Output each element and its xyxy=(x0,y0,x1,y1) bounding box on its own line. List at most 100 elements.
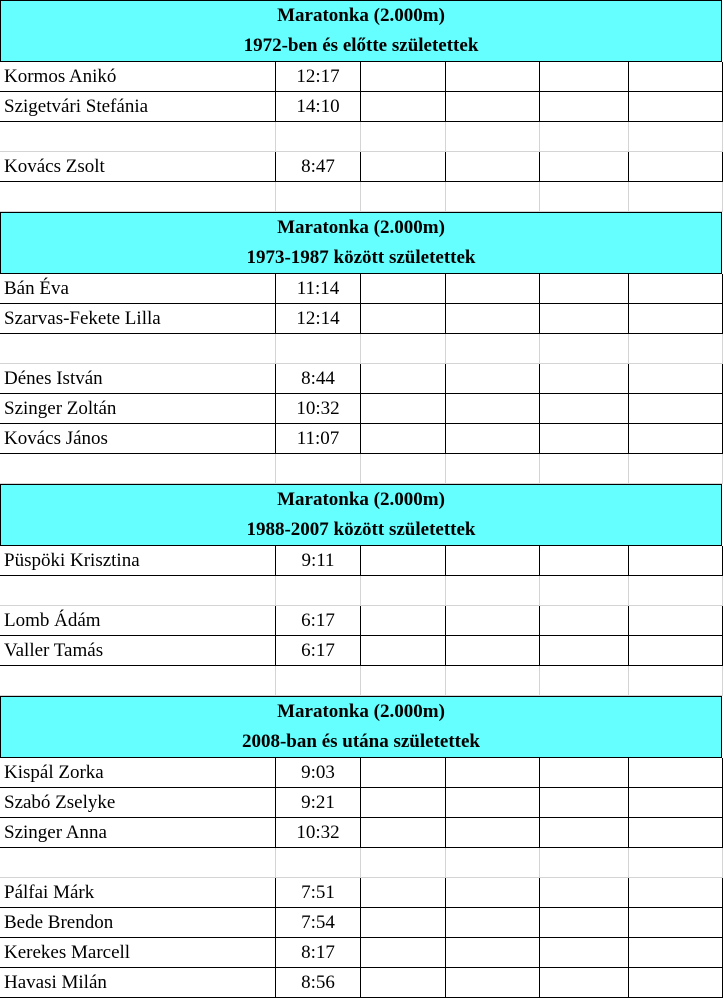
competitor-time[interactable]: 9:03 xyxy=(276,758,361,788)
empty-cell[interactable] xyxy=(361,92,446,122)
empty-cell[interactable] xyxy=(361,182,446,212)
empty-cell[interactable] xyxy=(361,62,446,92)
empty-cell[interactable] xyxy=(276,666,361,696)
empty-cell[interactable] xyxy=(361,152,446,182)
empty-cell[interactable] xyxy=(361,304,446,334)
empty-cell[interactable] xyxy=(361,454,446,484)
competitor-name[interactable]: Kovács Zsolt xyxy=(0,152,276,182)
empty-cell[interactable] xyxy=(446,424,540,454)
empty-cell[interactable] xyxy=(446,274,540,304)
empty-cell[interactable] xyxy=(446,334,540,364)
empty-cell[interactable] xyxy=(361,364,446,394)
competitor-name[interactable]: Lomb Ádám xyxy=(0,606,276,636)
competitor-time[interactable]: 10:32 xyxy=(276,818,361,848)
empty-cell[interactable] xyxy=(361,666,446,696)
competitor-time[interactable]: 11:14 xyxy=(276,274,361,304)
empty-cell[interactable] xyxy=(446,122,540,152)
competitor-name[interactable]: Dénes István xyxy=(0,364,276,394)
empty-cell[interactable] xyxy=(540,122,629,152)
empty-cell[interactable] xyxy=(0,182,276,212)
competitor-time[interactable]: 8:17 xyxy=(276,938,361,968)
empty-cell[interactable] xyxy=(629,636,723,666)
empty-cell[interactable] xyxy=(629,758,723,788)
empty-cell[interactable] xyxy=(629,606,723,636)
empty-cell[interactable] xyxy=(446,758,540,788)
empty-cell[interactable] xyxy=(446,636,540,666)
competitor-name[interactable]: Szinger Zoltán xyxy=(0,394,276,424)
empty-cell[interactable] xyxy=(361,968,446,998)
empty-cell[interactable] xyxy=(540,938,629,968)
empty-cell[interactable] xyxy=(446,152,540,182)
empty-cell[interactable] xyxy=(629,546,723,576)
empty-cell[interactable] xyxy=(540,968,629,998)
empty-cell[interactable] xyxy=(629,576,723,606)
empty-cell[interactable] xyxy=(446,938,540,968)
empty-cell[interactable] xyxy=(540,394,629,424)
empty-cell[interactable] xyxy=(540,788,629,818)
empty-cell[interactable] xyxy=(446,62,540,92)
empty-cell[interactable] xyxy=(276,454,361,484)
empty-cell[interactable] xyxy=(629,968,723,998)
empty-cell[interactable] xyxy=(0,666,276,696)
competitor-name[interactable]: Havasi Milán xyxy=(0,968,276,998)
empty-cell[interactable] xyxy=(446,908,540,938)
empty-cell[interactable] xyxy=(446,968,540,998)
empty-cell[interactable] xyxy=(361,758,446,788)
empty-cell[interactable] xyxy=(276,122,361,152)
empty-cell[interactable] xyxy=(540,424,629,454)
empty-cell[interactable] xyxy=(446,92,540,122)
empty-cell[interactable] xyxy=(276,334,361,364)
empty-cell[interactable] xyxy=(276,182,361,212)
empty-cell[interactable] xyxy=(540,364,629,394)
empty-cell[interactable] xyxy=(446,666,540,696)
competitor-name[interactable]: Valler Tamás xyxy=(0,636,276,666)
empty-cell[interactable] xyxy=(361,424,446,454)
empty-cell[interactable] xyxy=(629,788,723,818)
empty-cell[interactable] xyxy=(446,788,540,818)
competitor-time[interactable]: 9:21 xyxy=(276,788,361,818)
competitor-name[interactable]: Kovács János xyxy=(0,424,276,454)
competitor-time[interactable]: 8:44 xyxy=(276,364,361,394)
empty-cell[interactable] xyxy=(629,454,723,484)
empty-cell[interactable] xyxy=(446,818,540,848)
empty-cell[interactable] xyxy=(0,334,276,364)
empty-cell[interactable] xyxy=(276,848,361,878)
empty-cell[interactable] xyxy=(540,666,629,696)
empty-cell[interactable] xyxy=(540,92,629,122)
competitor-time[interactable]: 8:56 xyxy=(276,968,361,998)
empty-cell[interactable] xyxy=(361,546,446,576)
competitor-name[interactable]: Bede Brendon xyxy=(0,908,276,938)
competitor-name[interactable]: Püspöki Krisztina xyxy=(0,546,276,576)
empty-cell[interactable] xyxy=(540,182,629,212)
empty-cell[interactable] xyxy=(629,304,723,334)
competitor-time[interactable]: 12:14 xyxy=(276,304,361,334)
empty-cell[interactable] xyxy=(629,394,723,424)
empty-cell[interactable] xyxy=(0,454,276,484)
competitor-name[interactable]: Szarvas-Fekete Lilla xyxy=(0,304,276,334)
competitor-name[interactable]: Szigetvári Stefánia xyxy=(0,92,276,122)
empty-cell[interactable] xyxy=(629,848,723,878)
empty-cell[interactable] xyxy=(361,818,446,848)
empty-cell[interactable] xyxy=(540,606,629,636)
empty-cell[interactable] xyxy=(540,454,629,484)
empty-cell[interactable] xyxy=(361,878,446,908)
competitor-time[interactable]: 11:07 xyxy=(276,424,361,454)
empty-cell[interactable] xyxy=(361,334,446,364)
empty-cell[interactable] xyxy=(446,364,540,394)
empty-cell[interactable] xyxy=(629,182,723,212)
empty-cell[interactable] xyxy=(629,878,723,908)
empty-cell[interactable] xyxy=(629,62,723,92)
empty-cell[interactable] xyxy=(0,122,276,152)
competitor-time[interactable]: 10:32 xyxy=(276,394,361,424)
empty-cell[interactable] xyxy=(540,848,629,878)
competitor-time[interactable]: 14:10 xyxy=(276,92,361,122)
competitor-name[interactable]: Kormos Anikó xyxy=(0,62,276,92)
empty-cell[interactable] xyxy=(361,394,446,424)
empty-cell[interactable] xyxy=(361,788,446,818)
empty-cell[interactable] xyxy=(361,636,446,666)
empty-cell[interactable] xyxy=(540,152,629,182)
empty-cell[interactable] xyxy=(540,878,629,908)
empty-cell[interactable] xyxy=(361,606,446,636)
empty-cell[interactable] xyxy=(629,818,723,848)
empty-cell[interactable] xyxy=(540,576,629,606)
